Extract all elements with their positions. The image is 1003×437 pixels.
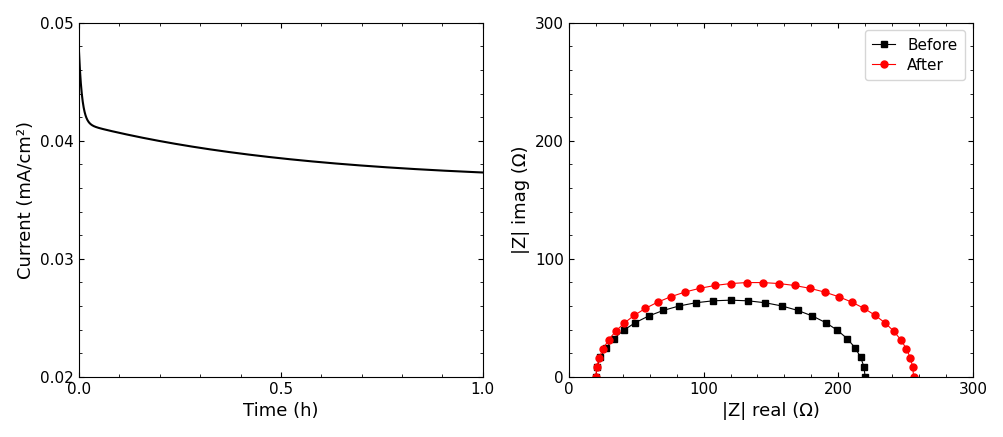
After: [904, 355, 916, 361]
After: [724, 281, 736, 286]
After: [831, 294, 844, 299]
Before: [590, 375, 602, 380]
After: [590, 375, 602, 380]
After: [846, 300, 858, 305]
Before: [830, 328, 843, 333]
Before: [858, 364, 870, 370]
After: [894, 337, 906, 342]
Legend: Before, After: Before, After: [864, 30, 964, 80]
After: [639, 306, 651, 311]
Before: [594, 354, 606, 360]
Before: [689, 300, 701, 305]
Before: [818, 320, 830, 325]
Before: [854, 354, 866, 360]
After: [740, 280, 752, 285]
After: [817, 289, 829, 295]
After: [597, 346, 609, 351]
After: [693, 286, 705, 291]
Before: [617, 328, 629, 333]
After: [887, 329, 899, 334]
After: [678, 289, 690, 295]
Before: [607, 336, 619, 341]
After: [787, 283, 799, 288]
Before: [724, 298, 736, 303]
Before: [848, 345, 860, 350]
Before: [805, 313, 817, 319]
After: [593, 355, 605, 361]
Line: After: After: [592, 279, 916, 380]
After: [708, 283, 720, 288]
Y-axis label: |Z| imag (Ω): |Z| imag (Ω): [512, 146, 529, 254]
After: [609, 329, 621, 334]
Before: [642, 313, 654, 319]
Y-axis label: Current (mA/cm²): Current (mA/cm²): [17, 121, 35, 279]
Before: [859, 375, 871, 380]
Before: [591, 364, 603, 370]
After: [869, 313, 881, 318]
After: [803, 286, 815, 291]
Before: [706, 298, 718, 303]
After: [628, 313, 640, 318]
After: [590, 365, 602, 370]
After: [664, 294, 676, 299]
After: [618, 320, 630, 326]
Before: [657, 308, 669, 313]
After: [756, 280, 768, 285]
Before: [741, 298, 753, 303]
Before: [775, 303, 787, 309]
After: [602, 337, 614, 342]
Before: [672, 303, 684, 309]
After: [772, 281, 784, 286]
X-axis label: |Z| real (Ω): |Z| real (Ω): [721, 402, 819, 420]
Line: Before: Before: [592, 297, 868, 380]
After: [651, 300, 663, 305]
Before: [758, 300, 770, 305]
Before: [629, 320, 641, 325]
Before: [791, 308, 803, 313]
X-axis label: Time (h): Time (h): [243, 402, 318, 420]
Before: [600, 345, 612, 350]
After: [906, 365, 918, 370]
After: [900, 346, 912, 351]
After: [879, 320, 891, 326]
After: [858, 306, 870, 311]
Before: [841, 336, 853, 341]
After: [907, 375, 919, 380]
